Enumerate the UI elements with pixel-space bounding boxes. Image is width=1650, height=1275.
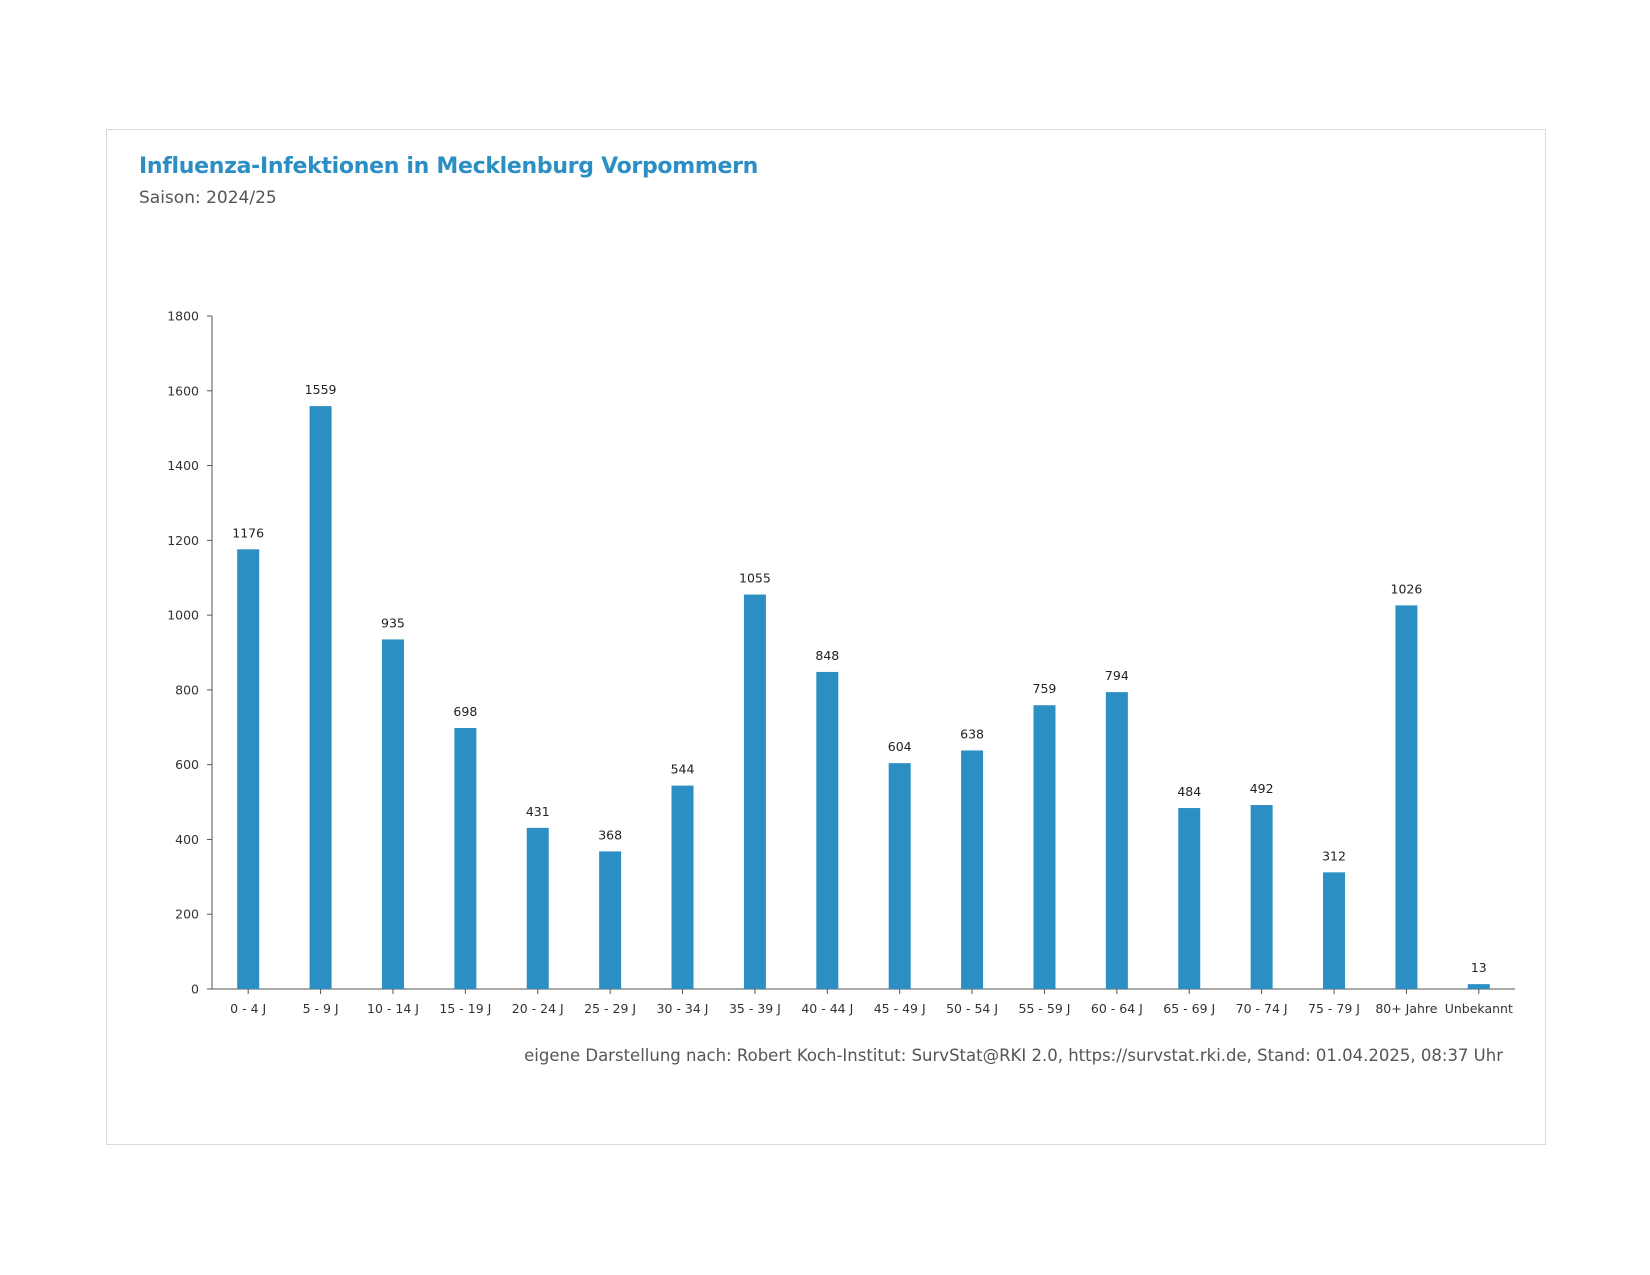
y-tick-label: 800 xyxy=(175,682,199,697)
bar xyxy=(237,549,260,989)
bar xyxy=(961,750,984,989)
bar xyxy=(454,728,477,989)
bar xyxy=(381,639,404,989)
chart-title: Influenza-Infektionen in Mecklenburg Vor… xyxy=(139,154,759,179)
x-tick-label: 15 - 19 J xyxy=(439,1001,491,1016)
x-tick-label: 55 - 59 J xyxy=(1019,1001,1071,1016)
x-tick-label: 45 - 49 J xyxy=(874,1001,926,1016)
data-label: 492 xyxy=(1250,781,1274,796)
bar xyxy=(1395,605,1418,989)
chart-card: Influenza-Infektionen in Mecklenburg Vor… xyxy=(106,129,1546,1145)
y-tick-label: 400 xyxy=(175,832,199,847)
data-label: 312 xyxy=(1322,848,1346,863)
y-tick-label: 0 xyxy=(191,982,199,997)
x-tick-label: 35 - 39 J xyxy=(729,1001,781,1016)
bar xyxy=(671,785,694,989)
x-tick-label: 60 - 64 J xyxy=(1091,1001,1143,1016)
y-tick-label: 1200 xyxy=(167,533,199,548)
data-label: 759 xyxy=(1033,681,1057,696)
chart-subtitle: Saison: 2024/25 xyxy=(139,188,277,208)
x-tick-label: 5 - 9 J xyxy=(303,1001,339,1016)
data-label: 431 xyxy=(526,804,550,819)
x-tick-label: 30 - 34 J xyxy=(657,1001,709,1016)
bar xyxy=(599,851,622,989)
bar xyxy=(1033,705,1056,989)
bar xyxy=(888,763,911,989)
data-label: 698 xyxy=(453,704,477,719)
y-axis: 0 200 400 600 800 1000 1200 1400 1600 1800 xyxy=(167,309,213,997)
x-tick-label: 25 - 29 J xyxy=(584,1001,636,1016)
x-tick-label: Unbekannt xyxy=(1445,1001,1513,1016)
data-label: 484 xyxy=(1177,784,1201,799)
data-label: 13 xyxy=(1471,960,1487,975)
x-tick-label: 40 - 44 J xyxy=(801,1001,853,1016)
y-tick-label: 1600 xyxy=(167,383,199,398)
bar xyxy=(1467,984,1490,989)
bar xyxy=(816,671,839,989)
data-label: 604 xyxy=(888,739,912,754)
x-tick-label: 75 - 79 J xyxy=(1308,1001,1360,1016)
data-label: 1176 xyxy=(232,525,264,540)
bar xyxy=(1323,872,1346,989)
bars: 1176 1559 935 698 431 368 544 1055 848 604 638 759 7… xyxy=(232,382,1490,990)
data-label: 638 xyxy=(960,726,984,741)
y-tick-label: 600 xyxy=(175,757,199,772)
data-label: 544 xyxy=(671,762,695,777)
source-note: eigene Darstellung nach: Robert Koch-Ins… xyxy=(524,1046,1503,1065)
bar xyxy=(526,827,549,989)
data-label: 794 xyxy=(1105,668,1129,683)
bar xyxy=(1105,692,1128,989)
x-tick-label: 10 - 14 J xyxy=(367,1001,419,1016)
bar-chart: 0 200 400 600 800 1000 1200 1400 1600 1800 0 - 4 … xyxy=(167,309,1515,1016)
x-tick-label: 20 - 24 J xyxy=(512,1001,564,1016)
bar xyxy=(1178,808,1201,989)
x-tick-label: 70 - 74 J xyxy=(1236,1001,1288,1016)
y-tick-label: 1000 xyxy=(167,608,199,623)
x-tick-label: 50 - 54 J xyxy=(946,1001,998,1016)
x-tick-label: 0 - 4 J xyxy=(230,1001,266,1016)
x-tick-label: 65 - 69 J xyxy=(1163,1001,1215,1016)
data-label: 1055 xyxy=(739,571,771,586)
data-label: 1026 xyxy=(1391,581,1423,596)
bar xyxy=(309,406,332,990)
bar xyxy=(1250,805,1273,989)
data-label: 848 xyxy=(815,648,839,663)
data-label: 368 xyxy=(598,827,622,842)
y-tick-label: 1800 xyxy=(167,309,199,324)
y-tick-label: 1400 xyxy=(167,458,199,473)
data-label: 935 xyxy=(381,615,405,630)
bar xyxy=(743,594,766,989)
y-tick-label: 200 xyxy=(175,907,199,922)
x-axis: 0 - 4 J 5 - 9 J 10 - 14 J 15 - 19 J 20 - 24 … xyxy=(212,988,1515,1016)
x-tick-label: 80+ Jahre xyxy=(1375,1001,1437,1016)
data-label: 1559 xyxy=(305,382,337,397)
